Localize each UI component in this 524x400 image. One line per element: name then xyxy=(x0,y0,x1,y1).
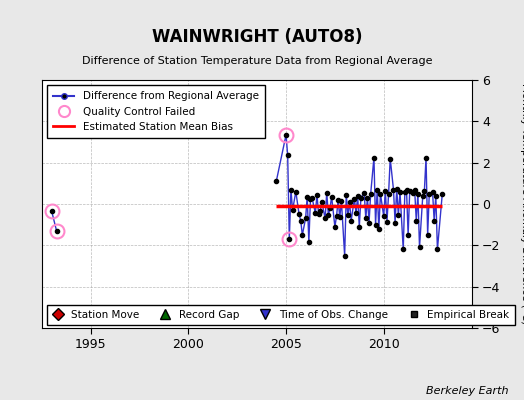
Text: WAINWRIGHT (AUTO8): WAINWRIGHT (AUTO8) xyxy=(151,28,362,46)
Text: Berkeley Earth: Berkeley Earth xyxy=(426,386,508,396)
Legend: Station Move, Record Gap, Time of Obs. Change, Empirical Break: Station Move, Record Gap, Time of Obs. C… xyxy=(47,305,515,325)
Y-axis label: Monthly Temperature Anomaly Difference (°C): Monthly Temperature Anomaly Difference (… xyxy=(520,83,524,325)
Text: Difference of Station Temperature Data from Regional Average: Difference of Station Temperature Data f… xyxy=(82,56,432,66)
